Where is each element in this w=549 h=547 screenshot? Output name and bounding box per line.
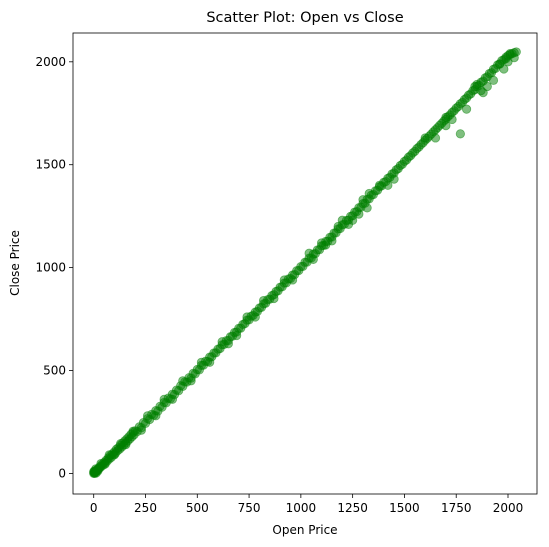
data-point (178, 376, 188, 386)
data-point (461, 104, 472, 114)
x-tick-label: 1500 (389, 501, 420, 515)
data-point (455, 129, 465, 139)
data-point (279, 275, 289, 285)
plot-area-frame (72, 32, 538, 495)
y-tick-label: 0 (58, 466, 66, 480)
data-point (389, 174, 399, 184)
data-point (205, 357, 215, 367)
data-point (321, 240, 331, 250)
data-point (250, 312, 260, 322)
x-tick-label: 500 (186, 501, 209, 515)
data-point (343, 219, 354, 229)
y-axis-ticks: 0 500 1000 1500 2000 (35, 55, 73, 480)
data-point (503, 57, 513, 67)
y-tick-label: 1000 (35, 261, 66, 275)
data-point (430, 133, 441, 143)
data-point (196, 357, 207, 367)
data-point (136, 425, 146, 435)
data-point (242, 312, 252, 322)
data-point (354, 209, 364, 219)
data-point (217, 337, 227, 347)
x-tick-label: 2000 (493, 501, 524, 515)
x-axis-ticks: 0 250 500 750 1000 1250 1500 1750 2000 (90, 494, 523, 515)
data-point (142, 411, 153, 421)
x-axis-title: Open Price (272, 523, 337, 537)
data-point (104, 450, 114, 460)
data-point (128, 426, 138, 436)
data-point (287, 275, 298, 285)
y-tick-label: 1500 (35, 158, 66, 172)
data-point (151, 411, 161, 421)
data-point (116, 438, 126, 449)
x-tick-label: 1000 (286, 501, 317, 515)
data-point (383, 180, 393, 190)
x-tick-label: 1750 (441, 501, 472, 515)
data-point (159, 394, 169, 404)
data-point (488, 75, 499, 85)
chart-title: Scatter Plot: Open vs Close (206, 10, 403, 26)
data-point (441, 112, 451, 122)
data-point (364, 188, 374, 199)
data-points (89, 47, 521, 479)
y-tick-label: 2000 (35, 55, 66, 69)
x-tick-label: 0 (90, 501, 98, 515)
data-point (91, 468, 101, 478)
x-tick-label: 750 (238, 501, 261, 515)
data-point (358, 195, 368, 205)
y-axis-title: Close Price (8, 230, 22, 296)
data-point (186, 376, 196, 386)
x-tick-label: 250 (134, 501, 157, 515)
y-tick-label: 500 (43, 364, 66, 378)
data-point (269, 293, 279, 304)
data-point (478, 88, 488, 98)
data-point (374, 180, 385, 190)
data-point (499, 64, 509, 74)
data-point (420, 133, 430, 143)
data-point (258, 295, 269, 306)
data-point (470, 81, 480, 92)
data-point (232, 330, 242, 341)
data-point (333, 221, 343, 232)
data-point (441, 121, 451, 131)
data-point (167, 394, 178, 404)
data-point (304, 248, 314, 258)
data-point (362, 203, 372, 213)
x-tick-label: 1250 (337, 501, 368, 515)
